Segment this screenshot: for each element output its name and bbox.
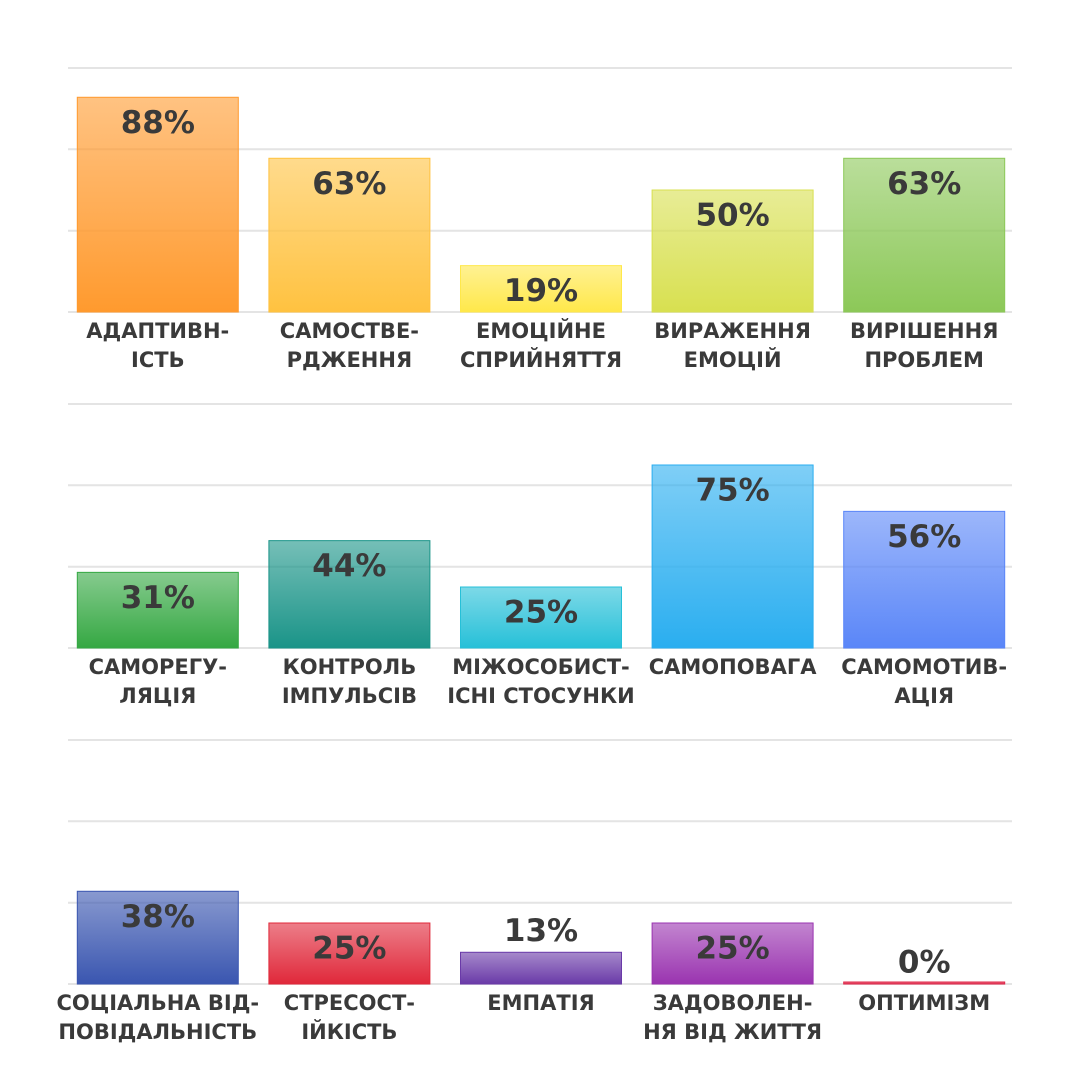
bar bbox=[460, 586, 622, 649]
bar bbox=[460, 265, 622, 313]
bar bbox=[651, 189, 814, 313]
category-label: ІСТЬ bbox=[131, 348, 185, 372]
category-label: САМОПОВАГА bbox=[649, 655, 817, 679]
category-label: САМОСТВЕ- bbox=[280, 319, 419, 343]
category-label: ЕМПАТІЯ bbox=[487, 991, 594, 1015]
bar bbox=[460, 951, 622, 985]
value-label: 25% bbox=[695, 931, 769, 967]
bar bbox=[268, 540, 431, 649]
bar bbox=[651, 922, 814, 985]
category-label: ВИРІШЕННЯ bbox=[850, 319, 998, 343]
category-label: МІЖОСОБИСТ- bbox=[452, 655, 630, 679]
bar bbox=[268, 922, 431, 985]
category-label: АДАПТИВН- bbox=[86, 319, 229, 343]
category-label: СОЦІАЛЬНА ВІД- bbox=[56, 991, 259, 1015]
category-label: РДЖЕННЯ bbox=[287, 348, 412, 372]
category-label: ЗАДОВОЛЕН- bbox=[653, 991, 813, 1015]
value-label: 50% bbox=[695, 198, 769, 234]
category-label: ОПТИМІЗМ bbox=[858, 991, 990, 1015]
category-label: ЕМОЦІЙНЕ bbox=[476, 318, 606, 343]
category-label: КОНТРОЛЬ bbox=[283, 655, 417, 679]
value-label: 56% bbox=[887, 519, 961, 555]
value-label: 25% bbox=[312, 931, 386, 967]
category-label: ІМПУЛЬСІВ bbox=[282, 684, 417, 708]
value-label: 31% bbox=[121, 580, 195, 616]
value-label: 44% bbox=[312, 548, 386, 584]
value-label: 25% bbox=[504, 595, 578, 631]
category-label: СТРЕСОСТ- bbox=[284, 991, 415, 1015]
category-label: САМОРЕГУ- bbox=[89, 655, 227, 679]
category-label: ЕМОЦІЙ bbox=[684, 347, 782, 372]
value-label: 63% bbox=[312, 166, 386, 202]
bar bbox=[268, 157, 431, 313]
value-label: 88% bbox=[121, 105, 195, 141]
value-label: 19% bbox=[504, 273, 578, 309]
bar bbox=[76, 890, 239, 985]
bar bbox=[76, 96, 239, 313]
value-label: 75% bbox=[695, 473, 769, 509]
bar bbox=[843, 157, 1006, 313]
category-label: ІЙКІСТЬ bbox=[301, 1019, 397, 1044]
category-label: НЯ ВІД ЖИТТЯ bbox=[643, 1020, 822, 1044]
value-label: 63% bbox=[887, 166, 961, 202]
bar bbox=[76, 571, 239, 649]
category-label: ІСНІ СТОСУНКИ bbox=[447, 684, 634, 708]
category-label: ЛЯЦІЯ bbox=[119, 684, 196, 708]
value-label: 0% bbox=[898, 945, 951, 981]
bar bbox=[843, 510, 1006, 649]
category-label: САМОМОТИВ- bbox=[841, 655, 1007, 679]
value-label: 38% bbox=[121, 899, 195, 935]
category-label: ПРОБЛЕМ bbox=[864, 348, 984, 372]
bar bbox=[651, 464, 814, 649]
value-label: 13% bbox=[504, 913, 578, 949]
category-label: ВИРАЖЕННЯ bbox=[654, 319, 811, 343]
category-label: ПОВІДАЛЬНІСТЬ bbox=[58, 1020, 257, 1044]
category-label: АЦІЯ bbox=[894, 684, 954, 708]
category-label: СПРИЙНЯТТЯ bbox=[460, 347, 622, 372]
bar bbox=[843, 981, 1006, 985]
